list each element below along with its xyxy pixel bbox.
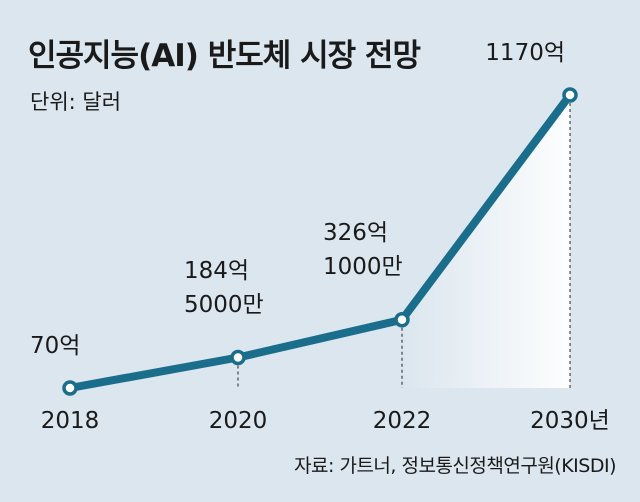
chart-title: 인공지능(AI) 반도체 시장 전망 bbox=[28, 38, 421, 74]
data-point bbox=[62, 380, 78, 396]
data-label: 5000만 bbox=[184, 292, 264, 318]
data-label: 184억 bbox=[184, 258, 249, 284]
data-point bbox=[562, 87, 578, 103]
x-tick-label: 2030년 bbox=[530, 408, 610, 434]
data-label: 326억 bbox=[323, 220, 388, 246]
data-label: 70억 bbox=[30, 333, 80, 359]
x-tick-label: 2018 bbox=[41, 408, 100, 434]
series-line bbox=[66, 91, 574, 392]
x-tick-label: 2020 bbox=[209, 408, 268, 434]
unit-label: 단위: 달러 bbox=[30, 90, 122, 114]
data-point bbox=[230, 349, 246, 366]
data-point bbox=[394, 312, 410, 328]
source-note: 자료: 가트너, 정보통신정책연구원(KISDI) bbox=[294, 455, 616, 477]
data-label: 1170억 bbox=[485, 40, 565, 66]
x-tick-label: 2022 bbox=[373, 408, 432, 434]
data-label: 1000만 bbox=[323, 254, 403, 280]
area-highlight bbox=[402, 95, 570, 388]
